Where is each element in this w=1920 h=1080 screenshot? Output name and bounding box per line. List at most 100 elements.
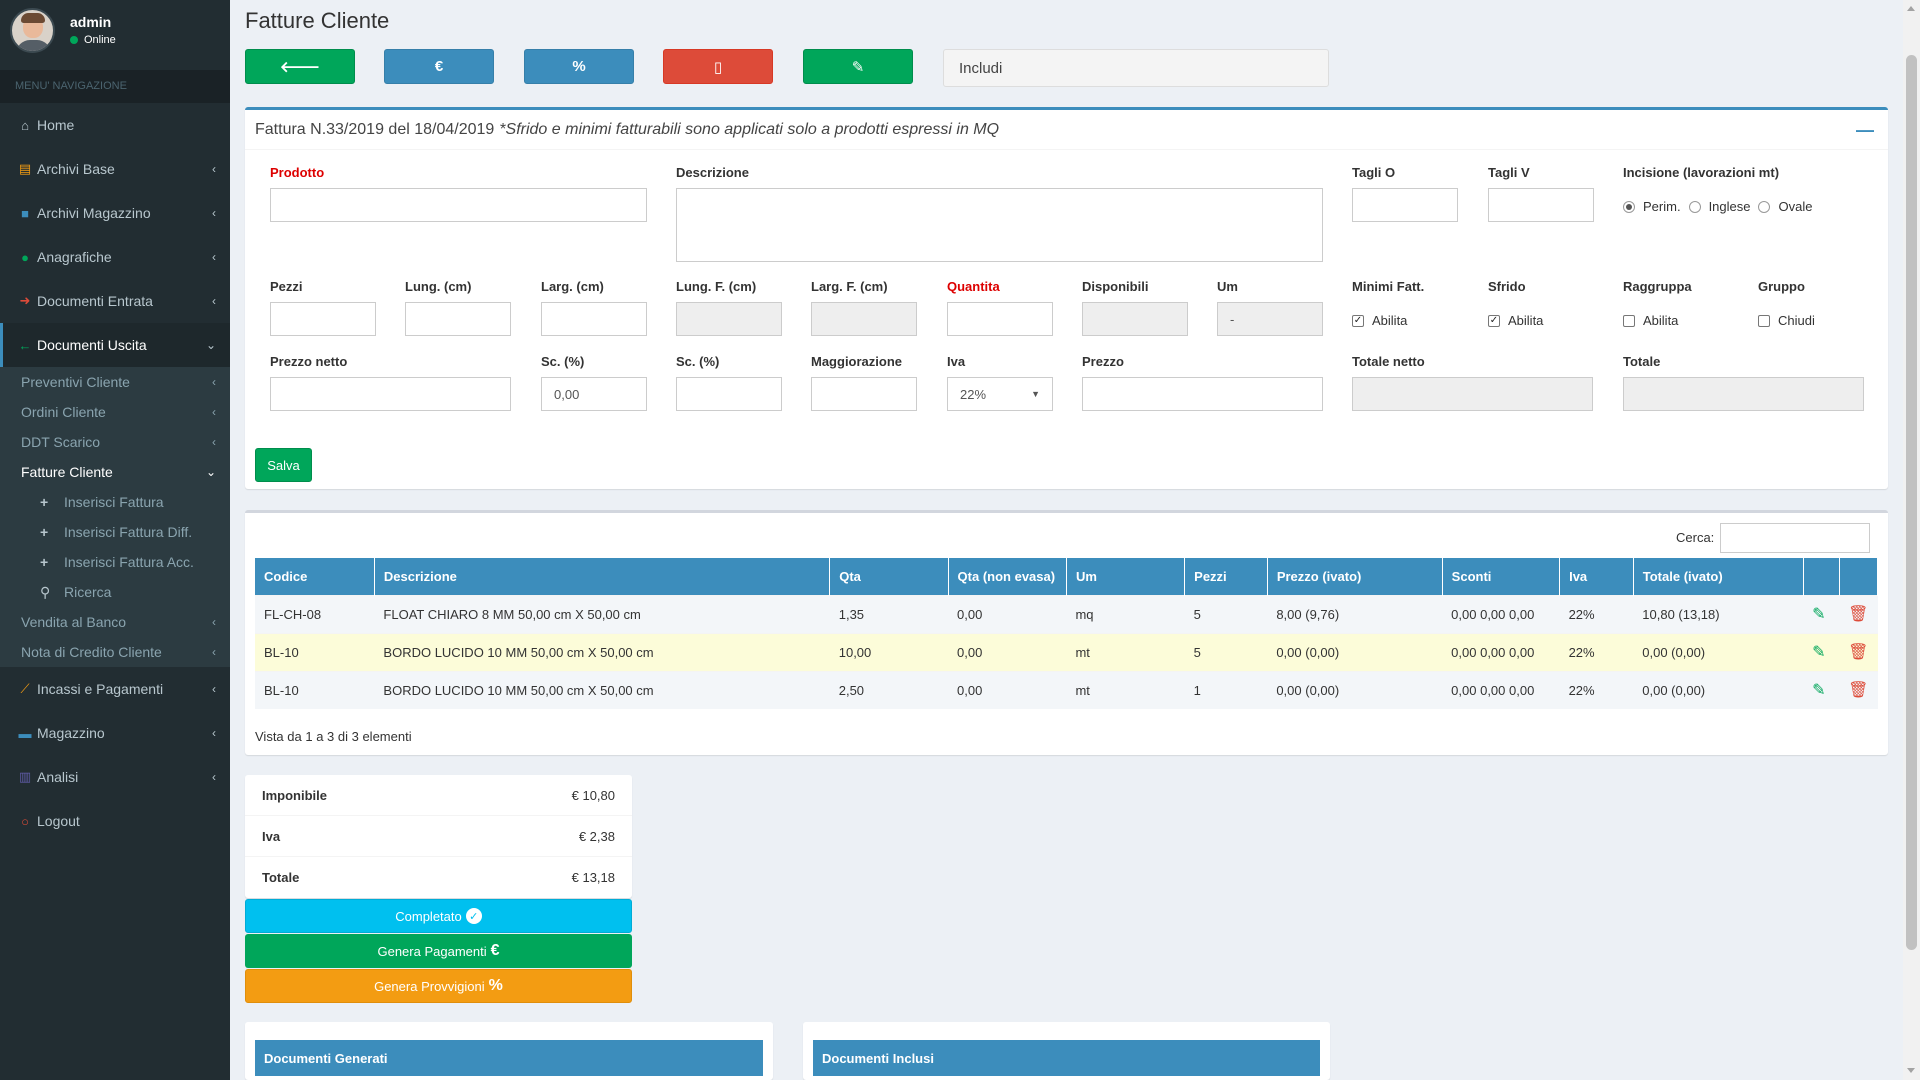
- table-info: Vista da 1 a 3 di 3 elementi: [255, 729, 412, 744]
- larg-input[interactable]: [541, 302, 647, 336]
- label-minimi-fatt: Minimi Fatt.: [1352, 279, 1425, 294]
- prezzo-input[interactable]: [1082, 377, 1323, 411]
- sfrido-checkbox[interactable]: ✓ Abilita: [1488, 313, 1544, 328]
- label-lung-f: Lung. F. (cm): [676, 279, 757, 294]
- includi-button[interactable]: Includi: [943, 49, 1329, 87]
- nav-logout[interactable]: ○ Logout: [0, 799, 230, 843]
- tagli-v-input[interactable]: [1488, 188, 1594, 222]
- genera-provvigioni-button[interactable]: Genera Provvigioni%: [245, 969, 632, 1003]
- sub-nota-di-credito[interactable]: Nota di Credito Cliente ‹: [21, 644, 216, 660]
- trash-icon[interactable]: 🗑: [1848, 682, 1869, 700]
- avatar: [10, 7, 55, 53]
- nav-anagrafiche[interactable]: ● Anagrafiche ‹: [0, 235, 230, 279]
- gruppo-checkbox[interactable]: Chiudi: [1758, 313, 1815, 328]
- truck-icon: ▬: [18, 725, 32, 741]
- quantita-input[interactable]: [947, 302, 1053, 336]
- totale-netto-input: [1352, 377, 1593, 411]
- chevron-left-icon: ‹: [212, 435, 216, 449]
- check-icon: ✓: [1352, 314, 1364, 327]
- pdf-button[interactable]: ▯: [663, 49, 773, 84]
- radio-inglese[interactable]: [1688, 200, 1701, 213]
- scroll-thumb[interactable]: [1906, 55, 1917, 950]
- imponibile-row: Imponibile € 10,80: [245, 775, 632, 816]
- col-qta[interactable]: Qta: [829, 558, 949, 595]
- euro-button[interactable]: €: [384, 49, 494, 84]
- sub-ordini-cliente[interactable]: Ordini Cliente ‹: [21, 404, 216, 420]
- col-um[interactable]: Um: [1066, 558, 1186, 595]
- sub-preventivi-cliente[interactable]: Preventivi Cliente ‹: [21, 374, 216, 390]
- chevron-left-icon: ‹: [212, 375, 216, 389]
- label-um: Um: [1217, 279, 1238, 294]
- col-descrizione[interactable]: Descrizione: [374, 558, 831, 595]
- home-icon: ⌂: [21, 117, 29, 133]
- power-icon: ○: [21, 813, 29, 829]
- save-button[interactable]: Salva: [255, 448, 312, 482]
- label-incisione: Incisione (lavorazioni mt): [1623, 165, 1780, 180]
- nav-magazzino[interactable]: ▬ Magazzino ‹: [0, 711, 230, 755]
- nav-analisi[interactable]: ▥ Analisi ‹: [0, 755, 230, 799]
- percent-button[interactable]: %: [524, 49, 634, 84]
- edit-button[interactable]: ✎: [803, 49, 913, 84]
- sc1-input[interactable]: 0,00: [541, 377, 647, 411]
- tagli-o-input[interactable]: [1352, 188, 1458, 222]
- submenu-documenti-uscita: Preventivi Cliente ‹ Ordini Cliente ‹ DDT …: [0, 367, 230, 667]
- lung-input[interactable]: [405, 302, 511, 336]
- collapse-icon[interactable]: —: [1856, 120, 1874, 140]
- label-raggruppa: Raggruppa: [1623, 279, 1692, 294]
- search-input[interactable]: [1720, 523, 1870, 553]
- col-codice[interactable]: Codice: [255, 558, 375, 595]
- col-qta-non-evasa[interactable]: Qta (non evasa): [948, 558, 1067, 595]
- trash-icon[interactable]: 🗑: [1848, 644, 1869, 661]
- edit-icon[interactable]: ✎: [1812, 682, 1826, 700]
- sc2-input[interactable]: [676, 377, 782, 411]
- genera-pagamenti-button[interactable]: Genera Pagamenti €: [245, 934, 632, 968]
- table-row[interactable]: BL-10 BORDO LUCIDO 10 MM 50,00 cm X 50,00…: [255, 632, 1878, 671]
- totals-box: Imponibile € 10,80 Iva € 2,38 Totale € 13,1…: [245, 775, 632, 898]
- chevron-left-icon: ‹: [212, 682, 216, 696]
- nav-archivi-magazzino[interactable]: ■ Archivi Magazzino ‹: [0, 191, 230, 235]
- form-header: Fattura N.33/2019 del 18/04/2019 *Sfrido…: [245, 110, 1888, 150]
- bar-chart-icon: ▥: [18, 769, 32, 784]
- sub2-ricerca[interactable]: ⚲ Ricerca: [40, 583, 112, 601]
- table-row[interactable]: BL-10 BORDO LUCIDO 10 MM 50,00 cm X 50,00…: [255, 670, 1878, 709]
- back-button[interactable]: 🡐: [245, 49, 355, 84]
- chevron-left-icon: ‹: [212, 294, 216, 308]
- sub-ddt-scarico[interactable]: DDT Scarico ‹: [21, 434, 216, 450]
- nav-incassi-pagamenti[interactable]: ⟋ Incassi e Pagamenti ‹: [0, 667, 230, 711]
- sub2-inserisci-fattura-diff[interactable]: + Inserisci Fattura Diff.: [40, 524, 193, 540]
- chevron-down-icon: ⌄: [205, 338, 216, 352]
- completato-button[interactable]: Completato ✓: [245, 899, 632, 933]
- chevron-left-icon: ‹: [212, 162, 216, 176]
- table-row[interactable]: FL-CH-08 FLOAT CHIARO 8 MM 50,00 cm X 50,…: [255, 594, 1878, 633]
- sub2-inserisci-fattura[interactable]: + Inserisci Fattura: [40, 494, 164, 510]
- col-totale[interactable]: Totale (ivato): [1633, 558, 1804, 595]
- descrizione-textarea[interactable]: [676, 188, 1323, 262]
- prezzo-netto-input[interactable]: [270, 377, 511, 411]
- pezzi-input[interactable]: [270, 302, 376, 336]
- online-dot-icon: [70, 36, 78, 44]
- minimi-checkbox[interactable]: ✓ Abilita: [1352, 313, 1408, 328]
- nav-documenti-entrata[interactable]: ➜ Documenti Entrata ‹: [0, 279, 230, 323]
- sub2-inserisci-fattura-acc[interactable]: + Inserisci Fattura Acc.: [40, 554, 194, 570]
- sub-vendita-al-banco[interactable]: Vendita al Banco ‹: [21, 614, 216, 630]
- nav-documenti-uscita[interactable]: ← Documenti Uscita ⌄: [0, 323, 230, 367]
- raggruppa-checkbox[interactable]: Abilita: [1623, 313, 1678, 328]
- edit-icon[interactable]: ✎: [1812, 644, 1826, 661]
- page-scrollbar[interactable]: [1903, 0, 1920, 1080]
- prodotto-input[interactable]: [270, 188, 647, 222]
- radio-ovale[interactable]: [1758, 200, 1771, 213]
- trash-icon[interactable]: 🗑: [1848, 606, 1869, 623]
- col-iva[interactable]: Iva: [1559, 558, 1634, 595]
- nav-home[interactable]: ⌂ Home: [0, 103, 230, 147]
- iva-select[interactable]: 22% ▼: [947, 377, 1053, 411]
- maggiorazione-input[interactable]: [811, 377, 917, 411]
- col-pezzi[interactable]: Pezzi: [1184, 558, 1268, 595]
- scroll-down-icon[interactable]: [1907, 1068, 1915, 1073]
- col-sconti[interactable]: Sconti: [1442, 558, 1561, 595]
- scroll-up-icon[interactable]: [1907, 6, 1915, 11]
- radio-perim[interactable]: [1623, 200, 1635, 213]
- sub-fatture-cliente[interactable]: Fatture Cliente ⌄: [21, 464, 216, 480]
- nav-archivi-base[interactable]: ▤ Archivi Base ‹: [0, 147, 230, 191]
- edit-icon[interactable]: ✎: [1812, 606, 1826, 623]
- col-prezzo[interactable]: Prezzo (ivato): [1267, 558, 1443, 595]
